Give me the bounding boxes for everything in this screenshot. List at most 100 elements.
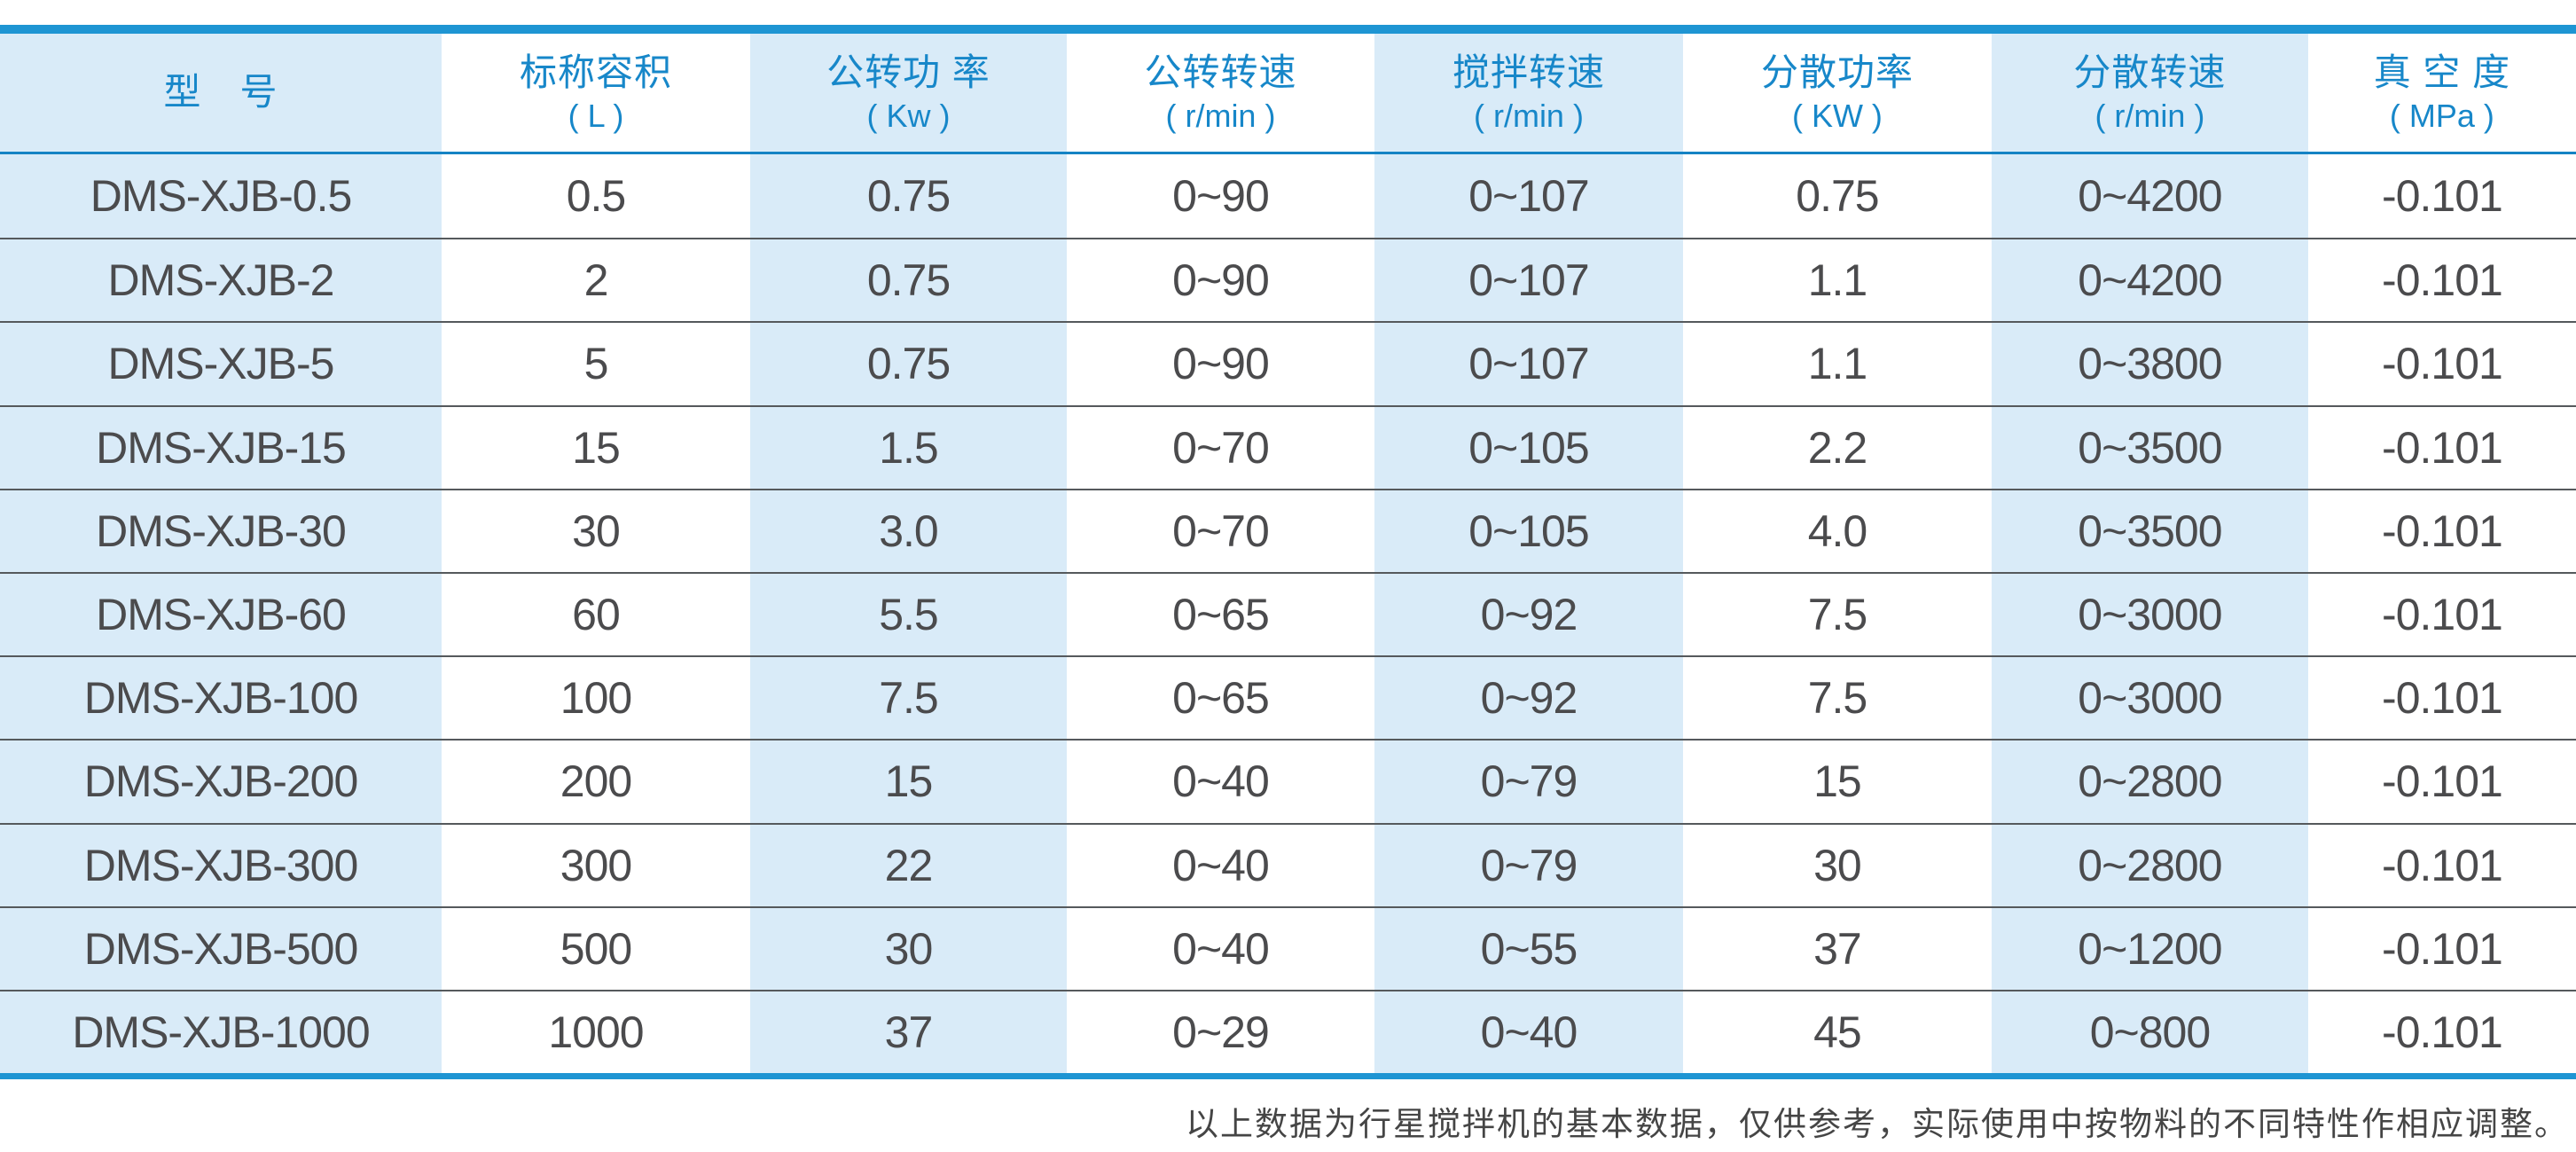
value-cell: 0~55	[1374, 907, 1683, 990]
value-cell: 30	[749, 907, 1067, 990]
model-cell: DMS-XJB-2	[0, 239, 442, 322]
value-cell: -0.101	[2307, 490, 2576, 572]
value-cell: 0~70	[1066, 406, 1374, 489]
value-cell: 0~3800	[1991, 323, 2308, 405]
value-cell: 7.5	[1682, 657, 1992, 740]
table-row: DMS-XJB-15 15 1.5 0~70 0~105 2.2 0~3500 -0.101	[0, 404, 2576, 489]
value-cell: 30	[442, 490, 750, 572]
model-cell: DMS-XJB-1000	[0, 991, 442, 1074]
value-cell: 0~105	[1374, 490, 1683, 572]
value-cell: 1.5	[749, 406, 1067, 489]
value-cell: 0~40	[1066, 824, 1374, 906]
value-cell: 0.75	[749, 323, 1067, 405]
header-unit: ( KW )	[1791, 97, 1883, 134]
value-cell: 100	[442, 657, 750, 740]
model-cell: DMS-XJB-200	[0, 741, 442, 823]
value-cell: 0~107	[1374, 323, 1683, 405]
value-cell: -0.101	[2307, 573, 2576, 656]
value-cell: 0.5	[442, 154, 750, 239]
value-cell: 0~90	[1066, 239, 1374, 322]
value-cell: 5	[442, 323, 750, 405]
value-cell: 0~92	[1374, 573, 1683, 656]
footer-note: 以上数据为行星搅拌机的基本数据，仅供参考，实际使用中按物料的不同特性作相应调整。	[1186, 1107, 2569, 1143]
value-cell: 3.0	[749, 490, 1067, 572]
value-cell: 60	[442, 573, 750, 656]
value-cell: 37	[749, 991, 1067, 1074]
header-label: 分散功率	[1760, 51, 1914, 94]
value-cell: 0~1200	[1991, 907, 2308, 990]
value-cell: 0~90	[1066, 323, 1374, 405]
table-row: DMS-XJB-0.5 0.5 0.75 0~90 0~107 0.75 0~4200 -0.…	[0, 154, 2576, 239]
header-unit: ( L )	[568, 97, 624, 134]
model-cell: DMS-XJB-100	[0, 657, 442, 740]
value-cell: 0~79	[1374, 741, 1683, 823]
table-row: DMS-XJB-100 100 7.5 0~65 0~92 7.5 0~3000 -0.101	[0, 655, 2576, 740]
header-unit: ( Kw )	[866, 97, 951, 134]
header-label: 真 空 度	[2373, 51, 2511, 94]
value-cell: 0~800	[1991, 991, 2308, 1074]
value-cell: 0~65	[1066, 657, 1374, 740]
value-cell: 0~3000	[1991, 573, 2308, 656]
value-cell: 5.5	[749, 573, 1067, 656]
value-cell: -0.101	[2307, 741, 2576, 823]
table-row: DMS-XJB-200 200 15 0~40 0~79 15 0~2800 -0.101	[0, 739, 2576, 823]
value-cell: 0~4200	[1991, 239, 2308, 322]
value-cell: 0~79	[1374, 824, 1683, 906]
value-cell: 0~40	[1374, 991, 1683, 1074]
header-label: 公转转速	[1144, 51, 1297, 94]
header-row: 型 号 标称容积 ( L ) 公转功 率 ( Kw ) 公转转速 ( r/min…	[0, 34, 2576, 154]
table-row: DMS-XJB-5 5 0.75 0~90 0~107 1.1 0~3800 -0.101	[0, 321, 2576, 405]
spec-table: 型 号 标称容积 ( L ) 公转功 率 ( Kw ) 公转转速 ( r/min…	[0, 25, 2576, 1080]
value-cell: 0~90	[1066, 154, 1374, 239]
table-top-border	[0, 25, 2576, 34]
value-cell: 200	[442, 741, 750, 823]
value-cell: 0~29	[1066, 991, 1374, 1074]
value-cell: 500	[442, 907, 750, 990]
value-cell: 0~40	[1066, 741, 1374, 823]
value-cell: -0.101	[2307, 657, 2576, 740]
table-bottom-border	[0, 1073, 2576, 1080]
value-cell: 0~4200	[1991, 154, 2308, 239]
value-cell: 45	[1682, 991, 1992, 1074]
header-unit: ( r/min )	[1473, 97, 1584, 134]
table-row: DMS-XJB-60 60 5.5 0~65 0~92 7.5 0~3000 -0.101	[0, 571, 2576, 656]
header-unit: ( r/min )	[1165, 97, 1276, 134]
value-cell: 0~3000	[1991, 657, 2308, 740]
header-cell: 公转转速 ( r/min )	[1066, 34, 1374, 152]
value-cell: 0~2800	[1991, 824, 2308, 906]
value-cell: 15	[442, 406, 750, 489]
header-label: 搅拌转速	[1452, 51, 1605, 94]
header-label: 标称容积	[519, 51, 672, 94]
table-row: DMS-XJB-2 2 0.75 0~90 0~107 1.1 0~4200 -0.101	[0, 238, 2576, 322]
value-cell: 0~2800	[1991, 741, 2308, 823]
value-cell: 300	[442, 824, 750, 906]
value-cell: 0~65	[1066, 573, 1374, 656]
value-cell: 0~92	[1374, 657, 1683, 740]
model-cell: DMS-XJB-5	[0, 323, 442, 405]
value-cell: -0.101	[2307, 824, 2576, 906]
value-cell: 15	[749, 741, 1067, 823]
value-cell: 37	[1682, 907, 1992, 990]
header-unit: ( MPa )	[2389, 97, 2494, 134]
model-cell: DMS-XJB-60	[0, 573, 442, 656]
table-row: DMS-XJB-1000 1000 37 0~29 0~40 45 0~800 -0.101	[0, 989, 2576, 1074]
value-cell: 22	[749, 824, 1067, 906]
value-cell: -0.101	[2307, 154, 2576, 239]
model-cell: DMS-XJB-15	[0, 406, 442, 489]
value-cell: -0.101	[2307, 239, 2576, 322]
value-cell: -0.101	[2307, 406, 2576, 489]
value-cell: 4.0	[1682, 490, 1992, 572]
header-cell: 型 号	[0, 34, 442, 152]
model-cell: DMS-XJB-500	[0, 907, 442, 990]
header-cell: 公转功 率 ( Kw )	[749, 34, 1067, 152]
value-cell: 0~107	[1374, 239, 1683, 322]
value-cell: 0~3500	[1991, 490, 2308, 572]
value-cell: 0~107	[1374, 154, 1683, 239]
table-row: DMS-XJB-30 30 3.0 0~70 0~105 4.0 0~3500 -0.101	[0, 488, 2576, 572]
value-cell: 0.75	[1682, 154, 1992, 239]
value-cell: -0.101	[2307, 323, 2576, 405]
table-body: DMS-XJB-0.5 0.5 0.75 0~90 0~107 0.75 0~4200 -0.…	[0, 154, 2576, 1074]
header-cell: 真 空 度 ( MPa )	[2307, 34, 2576, 152]
header-cell: 分散转速 ( r/min )	[1991, 34, 2308, 152]
